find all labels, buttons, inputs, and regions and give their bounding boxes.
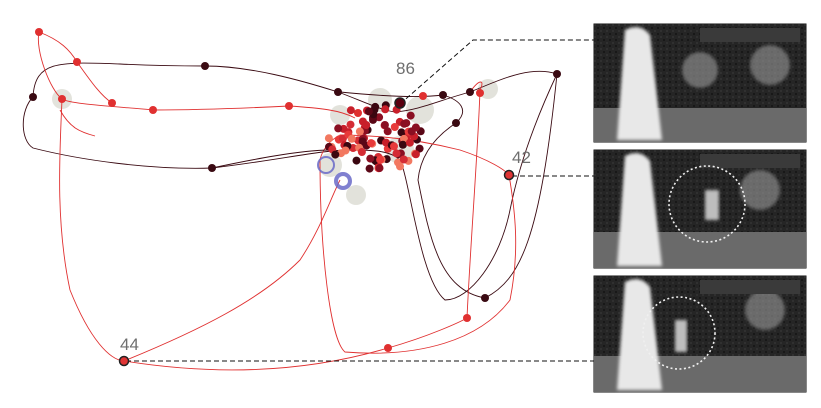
annotation-circle-2	[668, 165, 746, 243]
node-halo	[318, 153, 342, 177]
node-42[interactable]	[503, 169, 515, 181]
annotation-circle-3	[642, 296, 716, 370]
trajectory-node[interactable]	[149, 106, 157, 114]
trajectory-node[interactable]	[331, 150, 340, 159]
trajectory-line	[59, 81, 483, 371]
trajectory-node[interactable]	[415, 144, 424, 153]
trajectory-line	[339, 73, 558, 299]
trajectory-line	[22, 62, 558, 301]
node-halo	[330, 105, 350, 125]
trajectory-node[interactable]	[375, 164, 384, 173]
node-halos	[52, 79, 498, 205]
trajectory-node[interactable]	[201, 62, 209, 70]
trajectory-node[interactable]	[341, 146, 350, 155]
trajectory-node[interactable]	[405, 138, 414, 147]
trajectory-node[interactable]	[108, 99, 116, 107]
trajectory-node[interactable]	[481, 294, 489, 302]
trajectory-node[interactable]	[476, 89, 484, 97]
trajectory-node[interactable]	[367, 139, 376, 148]
trajectory-node[interactable]	[346, 120, 355, 129]
trajectory-node[interactable]	[376, 155, 385, 164]
trajectory-node[interactable]	[466, 88, 474, 96]
trajectory-node[interactable]	[411, 150, 420, 159]
node-86[interactable]	[394, 97, 406, 109]
trajectory-node[interactable]	[35, 28, 43, 36]
trajectory-node[interactable]	[390, 123, 399, 131]
trajectory-line	[59, 109, 96, 137]
trajectory-node[interactable]	[334, 88, 342, 96]
trajectory-node[interactable]	[390, 142, 398, 151]
trajectory-node[interactable]	[365, 164, 374, 173]
node-44[interactable]	[118, 355, 130, 367]
trajectory-node[interactable]	[58, 95, 66, 103]
trajectory-node[interactable]	[399, 155, 408, 164]
leader-line-86	[399, 39, 594, 105]
trajectory-node[interactable]	[398, 140, 407, 149]
trajectory-node[interactable]	[383, 127, 392, 136]
trajectory-node[interactable]	[364, 107, 373, 116]
label-86: 86	[396, 59, 415, 78]
trajectory-node[interactable]	[366, 154, 375, 163]
trajectory-node[interactable]	[355, 127, 364, 136]
frame-thumbnail-1[interactable]	[593, 23, 807, 143]
frame-thumbnail-3[interactable]	[593, 275, 807, 393]
trajectory-node[interactable]	[347, 134, 356, 143]
trajectory-node[interactable]	[208, 164, 216, 172]
trajectory-node[interactable]	[358, 137, 367, 146]
trajectory-node[interactable]	[452, 119, 460, 127]
trajectory-node[interactable]	[334, 124, 343, 133]
trajectory-node[interactable]	[29, 93, 37, 101]
frame-thumbnail-2[interactable]	[593, 149, 807, 269]
trajectory-node[interactable]	[357, 148, 366, 156]
trajectory-node[interactable]	[392, 149, 401, 158]
trajectory-node[interactable]	[371, 102, 380, 111]
trajectory-line	[319, 134, 517, 354]
trajectory-node[interactable]	[324, 134, 333, 143]
trajectory-node[interactable]	[362, 121, 371, 129]
trajectory-node[interactable]	[397, 128, 406, 137]
selection-ring	[317, 156, 335, 174]
trajectory-node[interactable]	[73, 58, 81, 66]
trajectory-node[interactable]	[285, 102, 293, 110]
trajectory-node[interactable]	[396, 162, 404, 171]
trajectory-nodes	[29, 28, 561, 352]
trajectory-node[interactable]	[384, 344, 392, 352]
trajectory-node[interactable]	[380, 121, 389, 129]
trajectory-node[interactable]	[381, 105, 390, 114]
leader-lines	[126, 39, 594, 362]
trajectory-node[interactable]	[400, 134, 408, 143]
trajectory-node[interactable]	[352, 156, 361, 165]
trajectory-node[interactable]	[419, 92, 427, 100]
trajectory-line	[123, 179, 341, 362]
trajectory-node[interactable]	[346, 106, 355, 115]
trajectory-node[interactable]	[407, 127, 416, 136]
trajectory-node[interactable]	[553, 70, 561, 78]
selection-ring	[334, 172, 352, 190]
trajectory-node[interactable]	[354, 109, 362, 117]
trajectory-node[interactable]	[402, 119, 411, 128]
trajectory-lines	[22, 31, 558, 371]
label-44: 44	[120, 335, 139, 354]
label-42: 42	[512, 148, 531, 167]
node-halo	[346, 185, 366, 205]
trajectory-line	[211, 149, 331, 169]
trajectory-node[interactable]	[406, 111, 415, 120]
trajectory-node[interactable]	[463, 314, 471, 322]
trajectory-node[interactable]	[439, 91, 447, 99]
